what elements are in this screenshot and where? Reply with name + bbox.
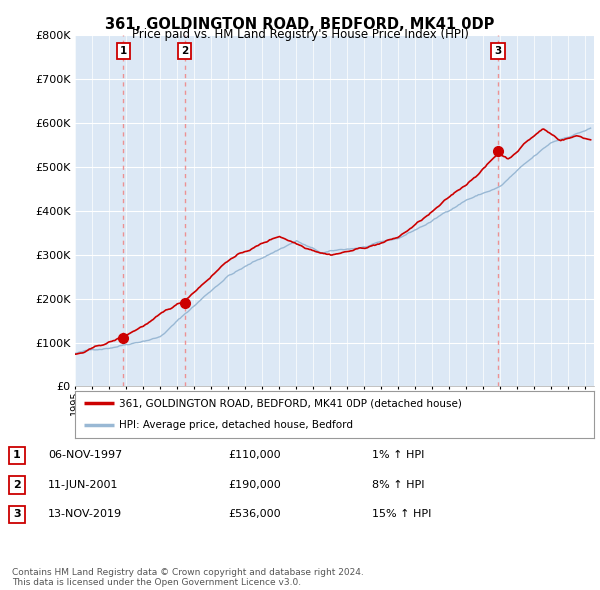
Text: £190,000: £190,000 [228, 480, 281, 490]
Text: Contains HM Land Registry data © Crown copyright and database right 2024.
This d: Contains HM Land Registry data © Crown c… [12, 568, 364, 587]
Text: 3: 3 [494, 46, 502, 56]
Text: Price paid vs. HM Land Registry's House Price Index (HPI): Price paid vs. HM Land Registry's House … [131, 28, 469, 41]
Text: 361, GOLDINGTON ROAD, BEDFORD, MK41 0DP (detached house): 361, GOLDINGTON ROAD, BEDFORD, MK41 0DP … [119, 398, 462, 408]
Text: 2: 2 [181, 46, 188, 56]
Text: £110,000: £110,000 [228, 451, 281, 460]
Text: 06-NOV-1997: 06-NOV-1997 [48, 451, 122, 460]
Text: 8% ↑ HPI: 8% ↑ HPI [372, 480, 425, 490]
Text: 1: 1 [13, 451, 20, 460]
Text: 15% ↑ HPI: 15% ↑ HPI [372, 510, 431, 519]
Text: 361, GOLDINGTON ROAD, BEDFORD, MK41 0DP: 361, GOLDINGTON ROAD, BEDFORD, MK41 0DP [106, 17, 494, 31]
Text: 13-NOV-2019: 13-NOV-2019 [48, 510, 122, 519]
Text: HPI: Average price, detached house, Bedford: HPI: Average price, detached house, Bedf… [119, 420, 353, 430]
Text: £536,000: £536,000 [228, 510, 281, 519]
Text: 11-JUN-2001: 11-JUN-2001 [48, 480, 119, 490]
Text: 2: 2 [13, 480, 20, 490]
Text: 1% ↑ HPI: 1% ↑ HPI [372, 451, 424, 460]
Text: 1: 1 [120, 46, 127, 56]
Text: 3: 3 [13, 510, 20, 519]
